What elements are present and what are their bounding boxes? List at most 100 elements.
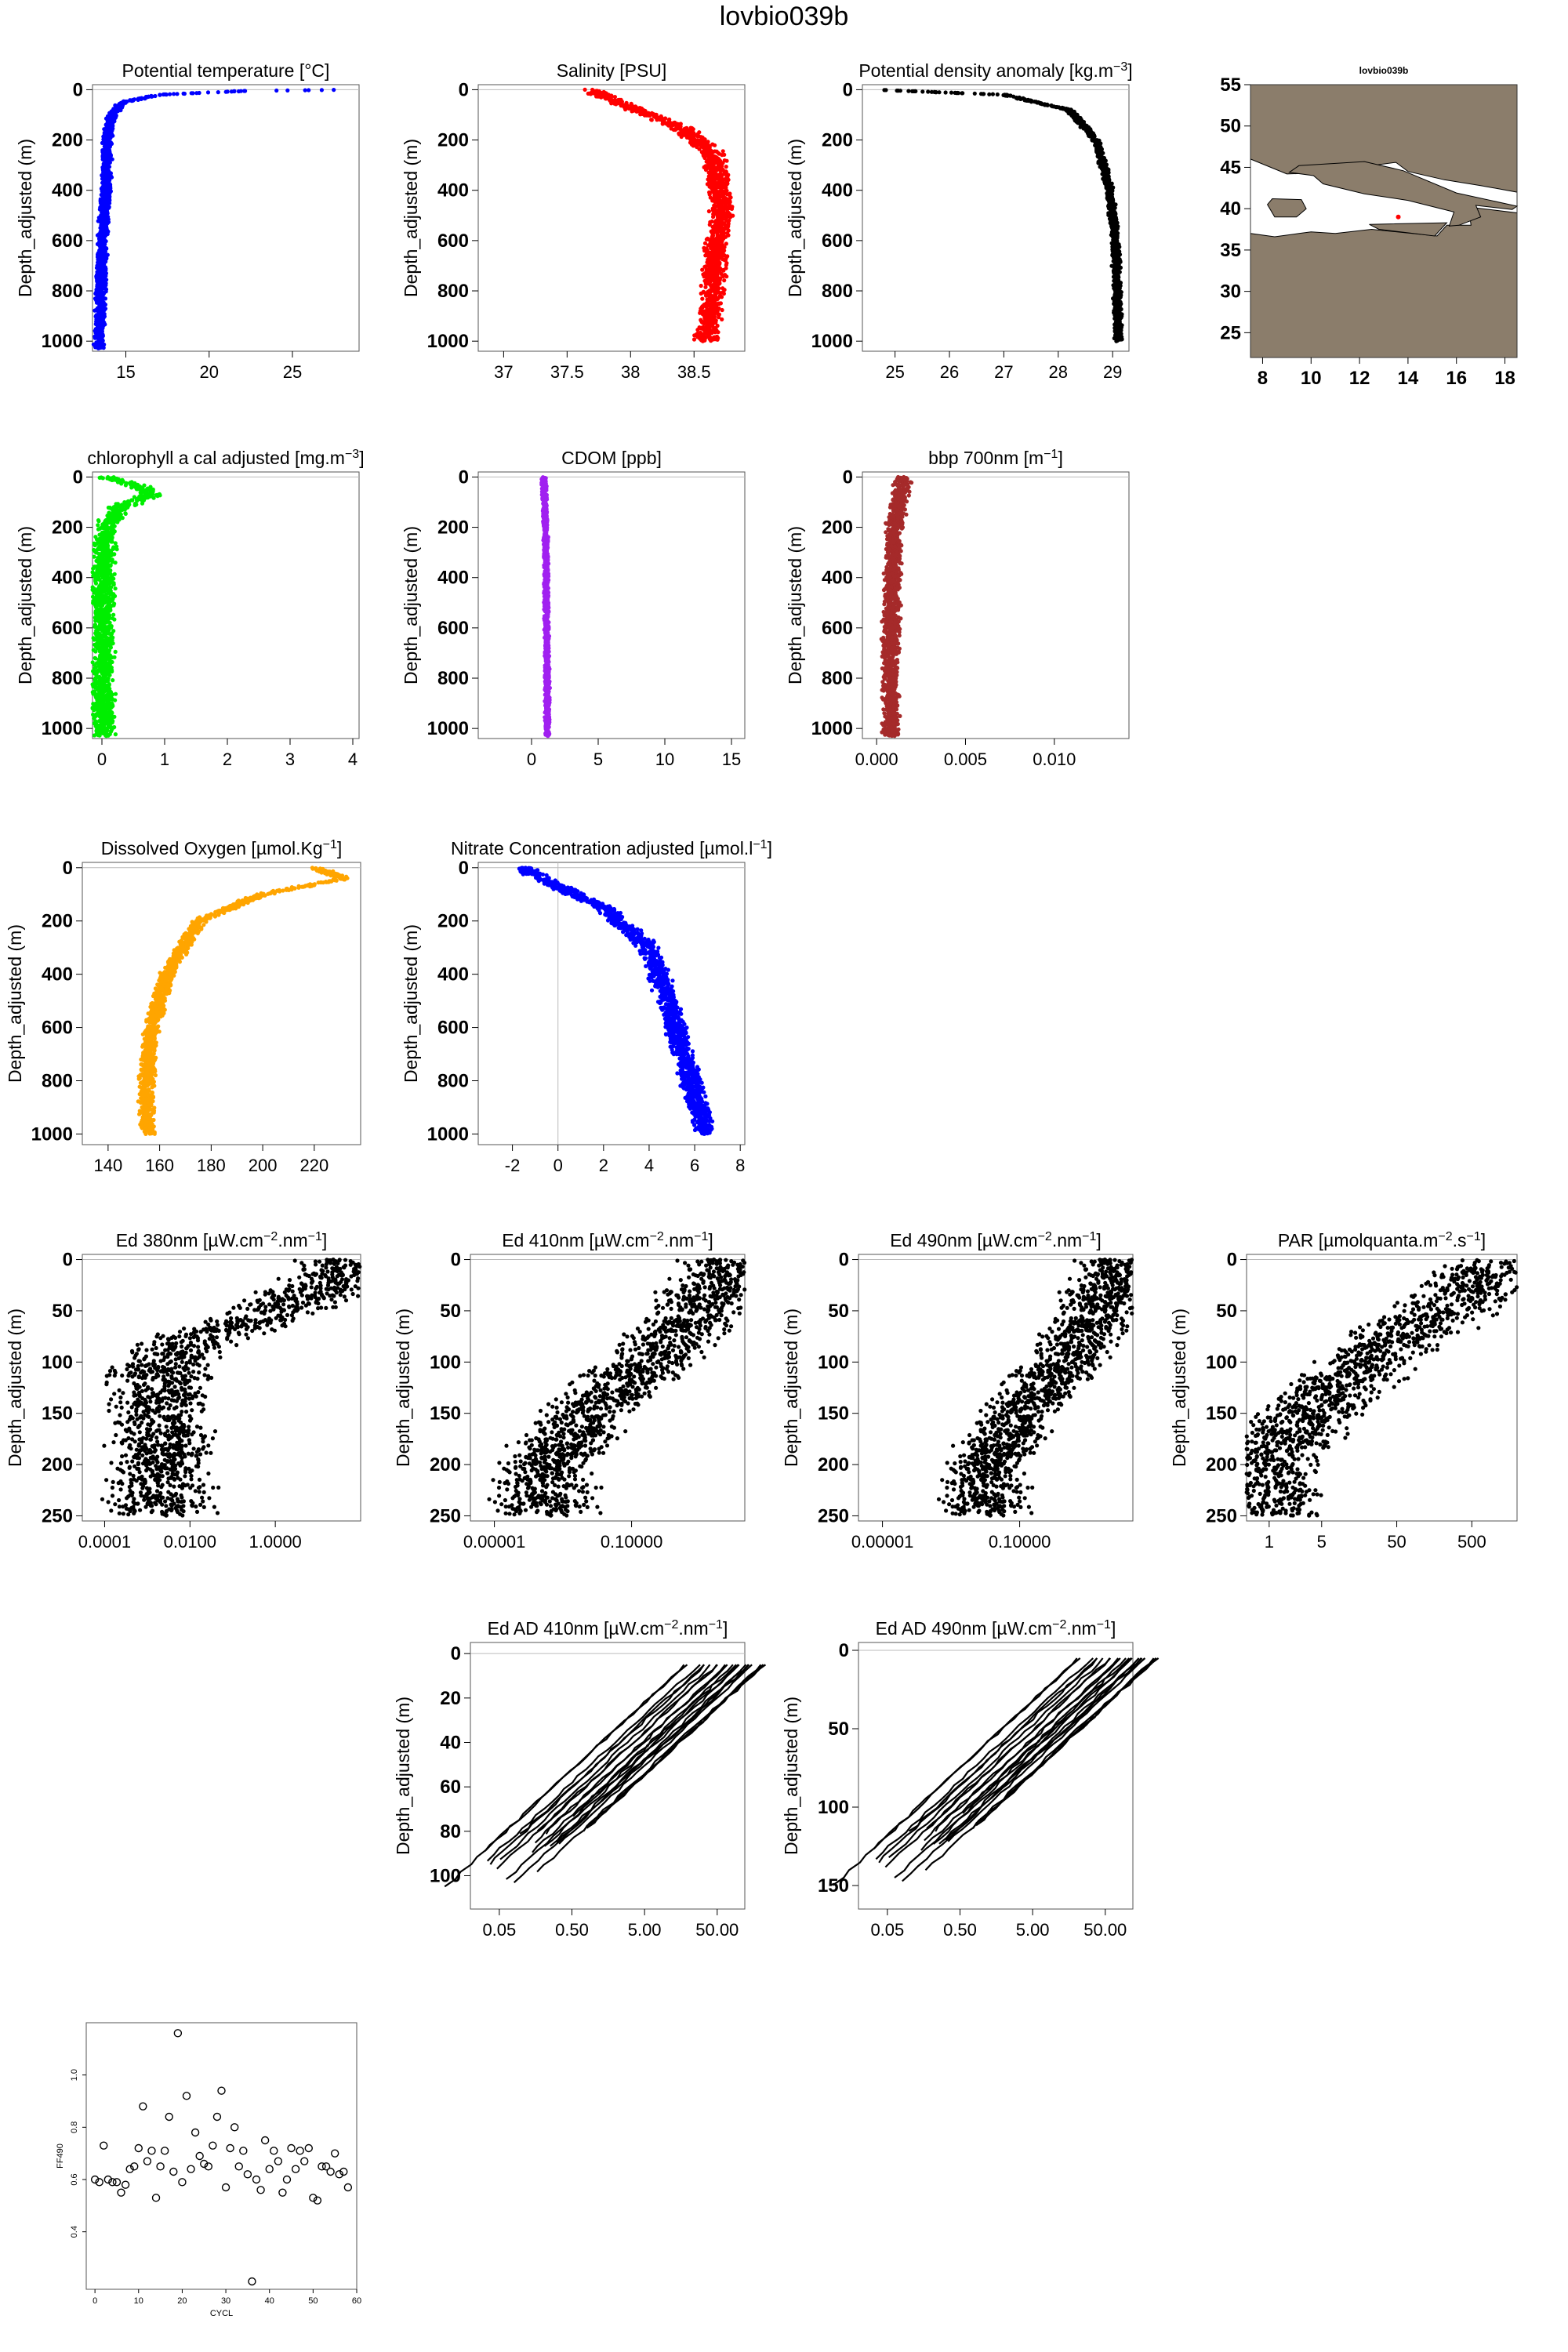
data-point <box>725 205 730 209</box>
data-point <box>103 287 109 292</box>
data-point <box>100 272 105 277</box>
data-point <box>93 622 97 627</box>
y-tick-label: 600 <box>52 230 83 252</box>
data-point <box>943 90 948 95</box>
data-point <box>721 267 726 273</box>
chart-title: Potential density anomaly [kg.m−3] <box>858 60 1132 82</box>
data-point <box>1109 205 1114 209</box>
data-point <box>243 89 248 93</box>
data-point <box>612 95 618 100</box>
data-point <box>705 140 710 145</box>
data-point <box>95 233 100 238</box>
data-point <box>120 102 125 107</box>
data-point <box>709 297 713 302</box>
data-point <box>703 144 708 149</box>
y-tick-label: 0 <box>73 79 83 100</box>
data-point <box>1115 337 1120 342</box>
data-point <box>706 170 711 175</box>
data-point <box>703 293 709 298</box>
y-tick-label: 800 <box>52 281 83 302</box>
data-point <box>713 219 718 223</box>
data-point <box>194 91 199 96</box>
data-point <box>113 649 118 655</box>
data-point <box>699 291 703 296</box>
y-tick-label: 800 <box>822 281 853 302</box>
data-marks <box>90 475 162 739</box>
data-point <box>109 175 114 180</box>
data-point <box>713 248 718 252</box>
data-point <box>593 89 598 93</box>
data-point <box>93 345 98 350</box>
data-point <box>1116 272 1120 278</box>
data-point <box>715 204 720 209</box>
data-point <box>1116 296 1121 301</box>
data-point <box>726 172 731 177</box>
data-point <box>332 88 336 93</box>
data-point <box>697 336 702 341</box>
data-point <box>1113 202 1118 207</box>
data-point <box>139 96 144 100</box>
data-point <box>702 332 706 336</box>
data-point <box>103 116 109 121</box>
data-point <box>711 266 716 270</box>
data-point <box>703 281 708 286</box>
data-point <box>713 165 718 170</box>
data-point <box>105 143 110 147</box>
data-point <box>223 89 228 94</box>
data-point <box>98 244 103 249</box>
data-point <box>101 319 106 324</box>
data-point <box>619 101 624 106</box>
data-point <box>710 142 715 147</box>
data-point <box>667 117 672 122</box>
data-point <box>307 88 311 93</box>
data-point <box>216 90 220 95</box>
data-point <box>111 612 116 617</box>
data-point <box>647 112 652 117</box>
data-point <box>695 328 700 332</box>
y-tick-label: 600 <box>437 230 469 252</box>
data-point <box>706 264 712 269</box>
data-point <box>710 190 715 194</box>
data-point <box>1112 266 1117 270</box>
data-point <box>1069 108 1073 113</box>
data-point <box>107 122 112 126</box>
x-tick-label: 37 <box>494 362 513 382</box>
y-tick-label: 200 <box>822 130 853 151</box>
data-point <box>716 330 720 335</box>
data-point <box>107 156 112 161</box>
x-tick-label: 29 <box>1103 362 1122 382</box>
data-point <box>713 279 718 284</box>
data-point <box>111 126 115 131</box>
data-point <box>606 93 611 98</box>
data-point <box>706 209 712 214</box>
data-point <box>1108 183 1113 188</box>
data-point <box>274 88 279 93</box>
data-point <box>623 103 628 107</box>
data-point <box>100 332 104 336</box>
data-point <box>677 126 681 131</box>
data-point <box>607 97 612 102</box>
data-point <box>724 192 729 197</box>
data-point <box>96 270 101 274</box>
data-point <box>611 100 616 104</box>
data-point <box>710 238 716 243</box>
data-point <box>1116 283 1120 288</box>
plot-frame <box>862 84 1130 352</box>
data-point <box>143 94 148 100</box>
y-tick-label: 200 <box>52 130 83 151</box>
data-point <box>716 194 720 199</box>
data-point <box>1079 122 1083 126</box>
y-tick-label: 0 <box>843 79 853 100</box>
data-point <box>583 87 587 92</box>
data-point <box>94 274 99 279</box>
data-point <box>112 108 117 113</box>
data-point <box>101 306 106 310</box>
data-point <box>721 291 727 296</box>
y-axis-label: Depth_adjusted (m) <box>15 139 35 297</box>
data-point <box>716 190 720 194</box>
data-point <box>715 275 720 280</box>
data-point <box>689 133 694 138</box>
data-point <box>1095 143 1100 148</box>
data-marks <box>882 88 1124 343</box>
